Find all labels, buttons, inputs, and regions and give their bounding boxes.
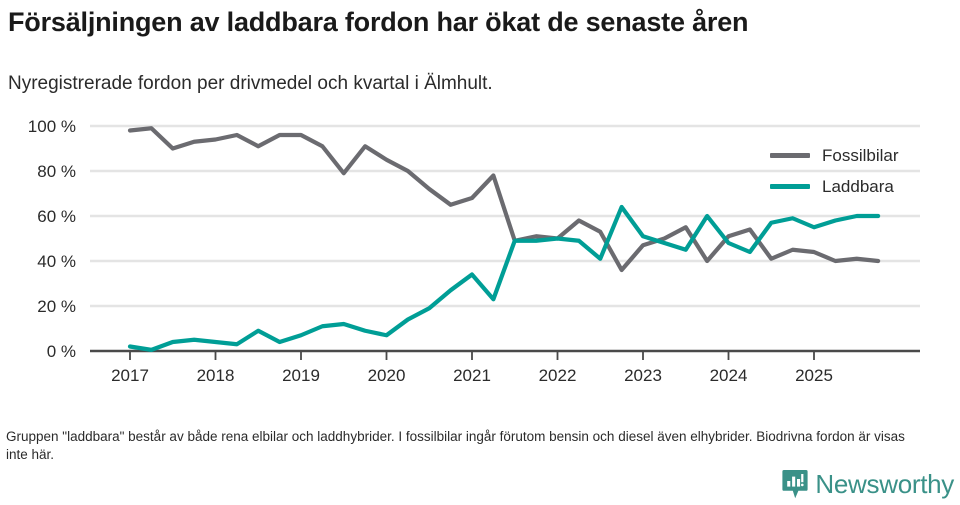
y-axis-label: 100 % (28, 117, 76, 136)
legend-swatch-laddbara (770, 184, 810, 189)
legend-label-fossilbilar: Fossilbilar (822, 145, 899, 165)
x-axis: 2017 2018 2019 2020 2021 2022 2023 2024 2025 (90, 349, 920, 385)
brand-name: Newsworthy (815, 469, 954, 499)
series-line-fossilbilar (127, 126, 881, 273)
chart-subtitle: Nyregistrerade fordon per drivmedel och … (8, 73, 493, 94)
data-series (127, 126, 881, 352)
y-axis-label: 20 % (37, 297, 76, 316)
chart-footnote: Gruppen "laddbara" består av både rena e… (6, 429, 905, 462)
legend-item-fossilbilar[interactable]: Fossilbilar (770, 140, 955, 171)
x-axis-label: 2018 (197, 366, 235, 385)
y-axis-label: 60 % (37, 207, 76, 226)
legend: Fossilbilar Laddbara (770, 140, 955, 202)
bar-chart-pin-icon (782, 469, 809, 499)
y-axis-label: 80 % (37, 162, 76, 181)
y-axis-label: 0 % (47, 342, 76, 361)
x-axis-label: 2022 (539, 366, 577, 385)
plot-area: 0 % 20 % 40 % 60 % 80 % 100 % 2017 2018 2019 202… (0, 112, 960, 397)
legend-item-laddbara[interactable]: Laddbara (770, 171, 955, 202)
brand-logo[interactable]: Newsworthy (782, 468, 954, 500)
x-axis-label: 2019 (282, 366, 320, 385)
x-axis-label: 2017 (111, 366, 149, 385)
x-axis-label: 2023 (624, 366, 662, 385)
y-axis-label: 40 % (37, 252, 76, 271)
x-axis-label: 2025 (795, 366, 833, 385)
page-title: Försäljningen av laddbara fordon har öka… (8, 7, 749, 37)
legend-label-laddbara: Laddbara (822, 176, 894, 196)
y-axis-ticks: 0 % 20 % 40 % 60 % 80 % 100 % (28, 117, 76, 361)
x-axis-label: 2021 (453, 366, 491, 385)
x-axis-label: 2020 (368, 366, 406, 385)
x-axis-label: 2024 (710, 366, 748, 385)
series-line-laddbara (127, 204, 881, 352)
legend-swatch-fossilbilar (770, 153, 810, 158)
line-chart-svg: 0 % 20 % 40 % 60 % 80 % 100 % 2017 2018 2019 202… (28, 117, 920, 385)
